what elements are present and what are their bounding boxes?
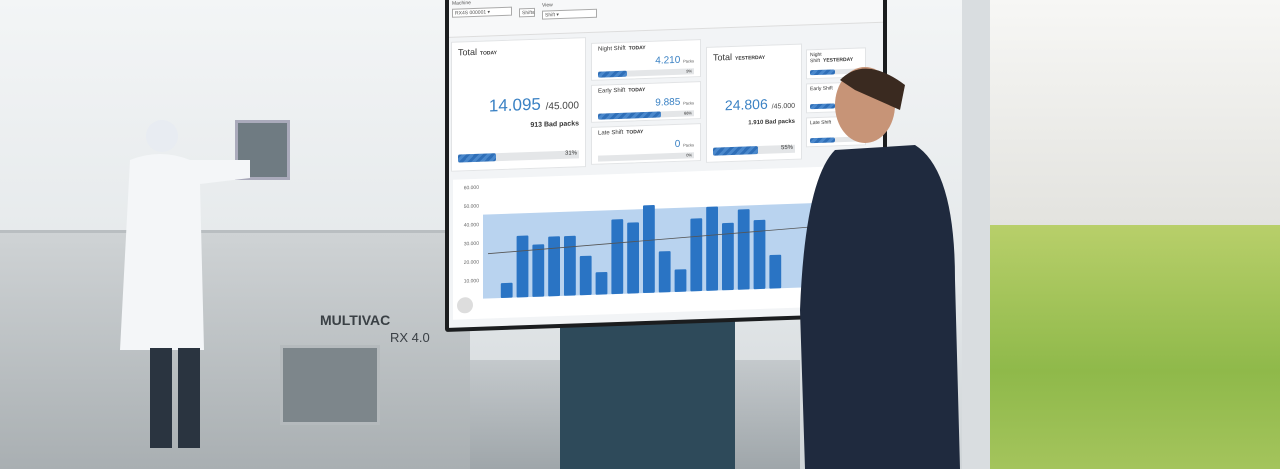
screen-stand bbox=[560, 300, 735, 469]
machine-select[interactable]: RX4S 000001 ▾ bbox=[452, 6, 512, 18]
worker-figure bbox=[120, 120, 250, 448]
chart-bar bbox=[690, 218, 703, 292]
progress-bar: 66% bbox=[598, 110, 694, 120]
chart-bar bbox=[611, 219, 624, 295]
chart-bar bbox=[722, 222, 734, 291]
shift-title: Late Shift TODAY bbox=[598, 129, 644, 137]
view-label: View bbox=[542, 2, 553, 9]
chart-bar bbox=[595, 271, 608, 295]
y-tick-label: 40.000 bbox=[464, 222, 480, 229]
shift-value: 9.885 Packs bbox=[655, 96, 694, 109]
progress-bar: 31% bbox=[458, 150, 579, 163]
total-today-card: Total TODAY 14.095 /45.000 913 Bad packs … bbox=[451, 37, 586, 172]
bar-chart: 60.000 50.000 40.000 30.000 20.000 10.000 bbox=[457, 185, 879, 314]
chart-bar bbox=[500, 282, 513, 299]
chart-bar bbox=[548, 236, 560, 297]
shift-value: 4.210 Packs bbox=[655, 54, 694, 67]
chart-bar bbox=[674, 269, 687, 292]
man-figure bbox=[800, 67, 960, 469]
bad-packs: 913 Bad packs bbox=[530, 120, 579, 130]
shift-card: Late Shift TODAY 0 Packs 0% bbox=[591, 123, 701, 165]
card-title: Total TODAY bbox=[458, 46, 497, 58]
chart-bar bbox=[579, 255, 592, 296]
chart-bar bbox=[627, 222, 639, 294]
shift-title: Early Shift TODAY bbox=[598, 87, 646, 95]
display-screen: Machine RX4S 000001 ▾ Shifts View Shift … bbox=[445, 0, 887, 332]
machine-logo: MULTIVAC bbox=[320, 312, 391, 328]
progress-bar: 0% bbox=[598, 152, 694, 162]
chart-bar bbox=[516, 235, 529, 298]
chart-bar bbox=[564, 235, 576, 296]
user-avatar bbox=[457, 297, 473, 314]
machine-window bbox=[280, 345, 380, 425]
total-yesterday-card: Total YESTERDAY 24.806 /45.000 1.910 Bad … bbox=[706, 43, 802, 163]
y-tick-label: 20.000 bbox=[464, 259, 480, 266]
progress-bar: 9% bbox=[598, 68, 694, 78]
chart-bar bbox=[769, 254, 782, 289]
bad-packs: 1.910 Bad packs bbox=[748, 118, 795, 127]
shifts-button[interactable]: Shifts bbox=[519, 7, 535, 18]
packaging-machine bbox=[0, 230, 470, 469]
shift-card: Early Shift TODAY 9.885 Packs 66% bbox=[591, 81, 701, 123]
progress-bar: 55% bbox=[713, 144, 795, 156]
y-tick-label: 50.000 bbox=[464, 203, 480, 210]
dashboard-toolbar: Machine RX4S 000001 ▾ Shifts View Shift … bbox=[449, 0, 883, 38]
chart-bar bbox=[706, 206, 718, 291]
chart-bar bbox=[643, 204, 655, 294]
shift-value: 0 Packs bbox=[674, 138, 694, 150]
lawn bbox=[990, 225, 1280, 469]
view-select[interactable]: Shift ▾ bbox=[542, 8, 597, 20]
y-tick-label: 10.000 bbox=[464, 278, 480, 285]
chart-bar bbox=[658, 251, 671, 293]
chart-bar bbox=[737, 209, 750, 290]
chart-bar bbox=[753, 219, 766, 290]
shift-card: Night Shift TODAY 4.210 Packs 9% bbox=[591, 39, 701, 81]
window-frame bbox=[962, 0, 990, 469]
y-tick-label: 60.000 bbox=[464, 185, 480, 192]
total-today-value: 14.095 /45.000 bbox=[488, 94, 579, 116]
production-chart: 60.000 50.000 40.000 30.000 20.000 10.000 bbox=[453, 164, 883, 320]
machine-label: Machine bbox=[452, 0, 471, 7]
window-view bbox=[990, 0, 1280, 225]
shift-title: Night Shift TODAY bbox=[598, 44, 646, 53]
y-tick-label: 30.000 bbox=[464, 241, 480, 248]
machine-model: RX 4.0 bbox=[390, 330, 430, 345]
chart-bar bbox=[532, 244, 545, 297]
